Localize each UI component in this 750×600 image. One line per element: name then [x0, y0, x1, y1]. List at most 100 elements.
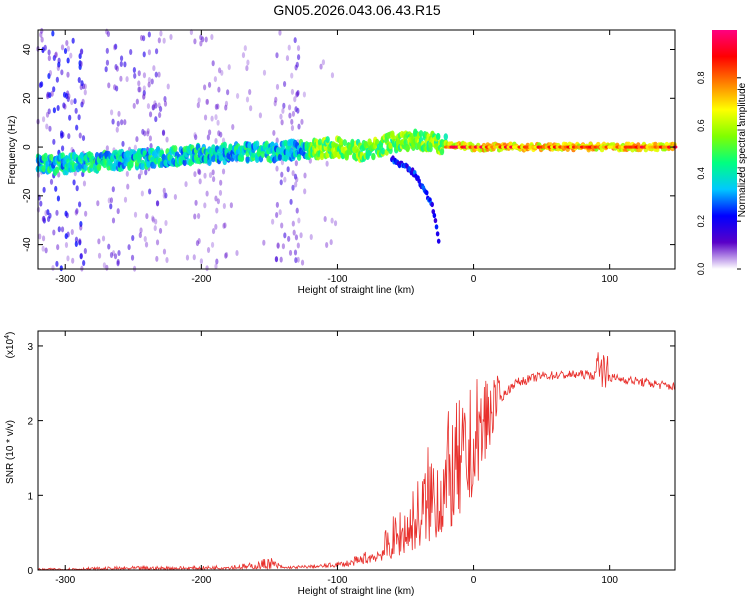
- heatmap-cell: [241, 52, 246, 59]
- heatmap-cell: [155, 239, 160, 246]
- heatmap-cell: [290, 118, 294, 125]
- heatmap-cell: [193, 38, 197, 45]
- heatmap-cell: [47, 49, 51, 56]
- snr-ytick-label: 2: [27, 417, 33, 428]
- heatmap-cell: [275, 83, 280, 90]
- heatmap-cell: [79, 253, 83, 260]
- heatmap-cell: [192, 254, 196, 261]
- heatmap-cell: [119, 75, 123, 82]
- heatmap-cell: [158, 227, 163, 234]
- heatmap-cell: [197, 238, 201, 245]
- spec-xtick-label: 0: [471, 274, 477, 285]
- heatmap-cell: [157, 37, 161, 44]
- spec-xtick-label: -300: [55, 274, 75, 285]
- heatmap-cell: [142, 93, 146, 100]
- heatmap-cell: [283, 176, 287, 183]
- heatmap-cell: [276, 242, 280, 249]
- heatmap-cell: [83, 164, 88, 172]
- heatmap-cell: [173, 145, 178, 153]
- figure-title: GN05.2026.043.06.43.R15: [273, 2, 441, 18]
- heatmap-cell: [51, 265, 55, 272]
- heatmap-cell: [77, 162, 83, 170]
- heatmap-cell: [80, 80, 84, 87]
- heatmap-cell: [206, 247, 211, 254]
- heatmap-cell: [125, 76, 129, 83]
- colorbar: 0.0 0.2 0.4 0.6 0.8 Normalized spectral ampl…: [696, 30, 748, 275]
- heatmap-cell: [221, 168, 226, 175]
- heatmap-cell: [294, 257, 298, 264]
- heatmap-cell: [139, 34, 144, 41]
- heatmap-cell: [222, 141, 227, 149]
- heatmap-cell: [68, 114, 72, 121]
- heatmap-cell: [56, 244, 60, 251]
- heatmap-cell: [211, 60, 215, 67]
- colorbar-label: Normalized spectral amplitude: [737, 82, 748, 217]
- heatmap-cell: [161, 129, 166, 136]
- heatmap-cell: [217, 130, 221, 137]
- heatmap-cell: [273, 100, 277, 107]
- heatmap-cell: [162, 37, 166, 44]
- heatmap-cell: [48, 69, 53, 76]
- heatmap-cell: [111, 118, 115, 125]
- heatmap-cell: [75, 208, 79, 215]
- heatmap-cell: [169, 33, 173, 40]
- heatmap-cell: [197, 97, 201, 104]
- heatmap-cell: [133, 144, 137, 151]
- heatmap-cell: [50, 90, 54, 97]
- heatmap-cell: [142, 51, 146, 58]
- heatmap-cell: [329, 239, 333, 246]
- heatmap-cell: [55, 76, 59, 83]
- spec-ytick-label: 40: [22, 44, 33, 56]
- heatmap-cell: [317, 138, 323, 146]
- heatmap-cell: [219, 179, 223, 186]
- heatmap-cell: [201, 36, 205, 43]
- heatmap-cell: [129, 48, 133, 55]
- heatmap-cell: [216, 103, 220, 110]
- heatmap-cell: [83, 83, 87, 90]
- heatmap-cell: [102, 262, 107, 269]
- snr-xtick-label: -200: [191, 575, 211, 586]
- heatmap-cell: [79, 221, 83, 228]
- heatmap-cell: [276, 242, 280, 249]
- heatmap-cell: [137, 80, 141, 87]
- heatmap-cell: [153, 100, 157, 107]
- heatmap-cell: [158, 112, 162, 119]
- heatmap-cell: [300, 118, 304, 125]
- heatmap-cell: [350, 138, 355, 146]
- heatmap-cell: [41, 47, 45, 54]
- heatmap-cell: [70, 146, 74, 153]
- heatmap-cell: [203, 84, 207, 91]
- heatmap-cell: [194, 134, 198, 141]
- snr-panel: -300 -200 -100 0 100 0 1 2 3 Height of straight …: [4, 330, 676, 597]
- spec-xtick-label: 100: [601, 274, 618, 285]
- heatmap-cell: [184, 181, 188, 188]
- heatmap-cell: [205, 265, 209, 272]
- heatmap-cell: [148, 188, 152, 195]
- heatmap-cell: [245, 96, 250, 103]
- heatmap-cell: [223, 222, 227, 229]
- heatmap-cell: [105, 59, 110, 66]
- heatmap-cell: [144, 241, 149, 248]
- heatmap-cell: [142, 72, 147, 79]
- heatmap-cell: [193, 213, 197, 220]
- heatmap-cell: [146, 160, 151, 168]
- heatmap-cell: [281, 243, 285, 250]
- heatmap-cell: [224, 252, 228, 259]
- heatmap-cell: [113, 253, 118, 260]
- heatmap-cell: [142, 85, 146, 92]
- heatmap-cell: [432, 212, 437, 219]
- spec-xtick-label: -100: [327, 274, 347, 285]
- heatmap-cell: [197, 168, 201, 175]
- heatmap-cell: [39, 31, 43, 38]
- heatmap-cell: [208, 172, 213, 179]
- heatmap-cell: [431, 208, 436, 215]
- heatmap-cell: [248, 89, 252, 96]
- heatmap-cell: [123, 119, 127, 126]
- heatmap-cell: [282, 80, 287, 87]
- heatmap-cell: [203, 114, 208, 121]
- heatmap-cell: [77, 77, 81, 84]
- heatmap-cell: [224, 104, 228, 111]
- heatmap-cell: [47, 55, 51, 62]
- heatmap-cell: [303, 172, 307, 179]
- heatmap-cell: [162, 187, 166, 194]
